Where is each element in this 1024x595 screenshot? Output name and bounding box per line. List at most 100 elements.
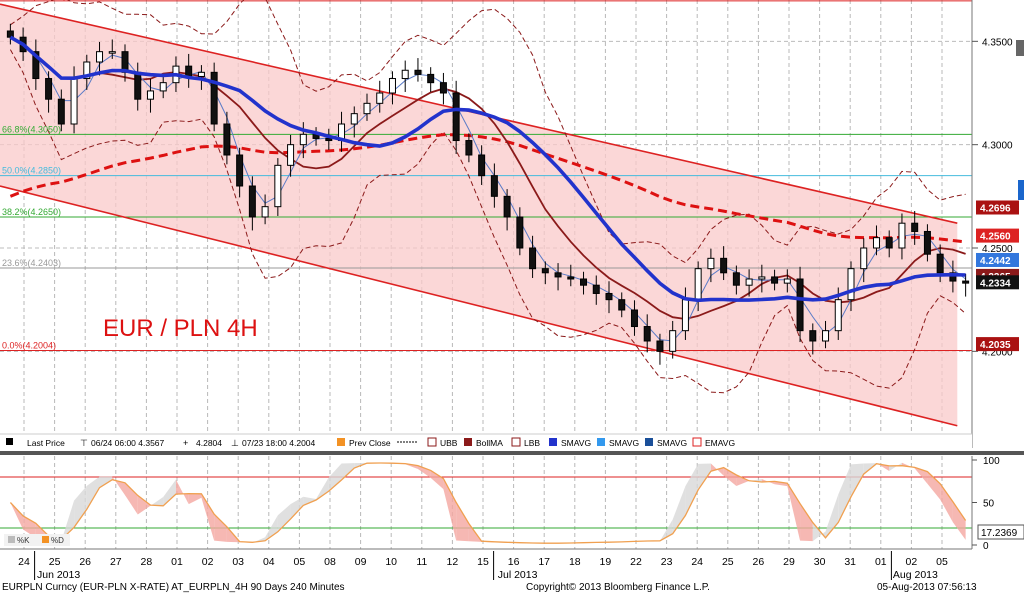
time-tick-label: 02: [202, 556, 214, 568]
stoch-fill: [61, 500, 75, 542]
candle-body: [936, 253, 944, 274]
time-tick-label: 12: [447, 556, 459, 568]
candle-body: [414, 69, 422, 75]
time-tick-label: 28: [141, 556, 153, 568]
stochastic-value-label: 17.2369: [981, 528, 1018, 539]
time-tick-label: 02: [906, 556, 918, 568]
candle-body: [465, 140, 473, 156]
stoch-tick-label: 50: [983, 499, 995, 510]
stoch-tick-label: 0: [983, 541, 989, 552]
lower-bollinger-band: [9, 49, 966, 394]
candle-body: [872, 237, 880, 249]
stoch-fill: [214, 514, 227, 542]
legend-smavg-3: SMAVG: [657, 438, 687, 448]
candle-body: [439, 82, 447, 94]
stoch-fill: [443, 478, 457, 541]
copyright: Copyright© 2013 Bloomberg Finance L.P.: [526, 582, 710, 593]
candle-body: [401, 69, 409, 80]
stoch-fill: [303, 496, 317, 506]
stoch-fill: [201, 493, 215, 541]
candle-body: [847, 268, 855, 301]
candle-body: [962, 280, 970, 284]
candle-body: [261, 206, 269, 218]
candle-body: [720, 257, 728, 274]
stoch-fill: [901, 462, 915, 469]
candle-body: [350, 113, 358, 125]
price-tick-label: 4.2500: [982, 244, 1013, 255]
stoch-fill: [316, 477, 329, 500]
candle-body: [656, 340, 664, 352]
legend-prev-close-swatch: [337, 438, 345, 446]
time-tick-label: 05: [294, 556, 306, 568]
candle-body: [911, 222, 919, 232]
time-tick-label: 18: [569, 556, 581, 568]
time-tick-label: 05: [936, 556, 948, 568]
stoch-fill: [112, 476, 125, 496]
time-tick-label: 10: [385, 556, 397, 568]
candle-body: [223, 123, 231, 156]
time-tick-label: 17: [538, 556, 550, 568]
stoch-fill: [328, 463, 342, 492]
channel-lower-line: [0, 185, 958, 427]
candle-body: [325, 137, 333, 142]
price-tag-label: 4.2442: [980, 256, 1011, 267]
stoch-fill: [150, 497, 164, 506]
stoch-fill: [341, 463, 355, 480]
time-tick-label: 08: [324, 556, 336, 568]
price-tag-label: 4.2035: [980, 340, 1011, 351]
stoch-fill: [290, 496, 304, 519]
legend-avg: 4.2804: [196, 438, 222, 448]
fib-labels: 100.0%(4.3696) 66.8%(4.3050) 50.0%(4.2850)…: [2, 0, 66, 351]
time-axis-ticks: 24 25 26 27 28 01 02 03 04 05 08 09 10 11 12 15 16 17 18 19…: [18, 556, 948, 568]
stochastic-legend-k: %K: [17, 536, 30, 545]
candle-body: [83, 61, 91, 80]
stoch-fill: [10, 502, 24, 530]
candle-body: [643, 326, 651, 342]
time-tick-label: 27: [110, 556, 122, 568]
fib-label: 0.0%(4.2004): [2, 341, 56, 351]
candle-body: [452, 92, 460, 142]
legend-avg-glyph: +: [183, 438, 188, 448]
candle-body: [197, 71, 205, 77]
legend-low: 07/23 18:00 4.2004: [242, 438, 316, 448]
price-tick-label: 4.3500: [982, 37, 1013, 48]
candle-body: [618, 299, 626, 311]
month-label: Jun 2013: [37, 569, 80, 581]
fib-label: 66.8%(4.3050): [2, 124, 61, 134]
stoch-fill: [137, 495, 151, 515]
stoch-fill: [430, 470, 444, 490]
channel-fill: [0, 4, 958, 426]
stochastic-legend-d: %D: [51, 536, 64, 545]
stoch-fill: [86, 476, 100, 510]
candle-body: [57, 98, 65, 125]
stoch-fill: [761, 479, 775, 485]
time-tick-label: 30: [814, 556, 826, 568]
time-tick-label: 04: [263, 556, 275, 568]
candle-body: [134, 71, 142, 100]
candle-body: [885, 237, 893, 249]
candle-body: [605, 292, 613, 301]
stochastic-value-tag: [977, 524, 1024, 540]
stochastic-fills: [10, 462, 966, 544]
month-labels: Jun 2013 Jul 2013 Aug 2013: [34, 551, 938, 581]
stoch-fill: [265, 515, 278, 541]
price-tick-label: 4.3000: [982, 141, 1013, 152]
legend-prev-close: Prev Close: [349, 438, 391, 448]
time-tick-label: 26: [753, 556, 765, 568]
time-tick-label: 25: [722, 556, 734, 568]
price-tag: [976, 337, 1019, 352]
stoch-fill: [927, 471, 941, 500]
candle-body: [185, 65, 193, 77]
candle-body: [503, 195, 511, 218]
candle-body: [32, 51, 40, 80]
stoch-fill: [188, 493, 202, 505]
stoch-fill: [659, 519, 673, 541]
price-tag-label: 4.2334: [980, 278, 1011, 289]
axis-marker-gray: [1016, 40, 1024, 56]
month-label: Aug 2013: [893, 569, 938, 581]
stoch-fill: [723, 467, 737, 487]
time-tick-label: 09: [355, 556, 367, 568]
stoch-fill: [825, 494, 839, 538]
candle-body: [274, 164, 282, 208]
stoch-fill: [252, 537, 266, 543]
